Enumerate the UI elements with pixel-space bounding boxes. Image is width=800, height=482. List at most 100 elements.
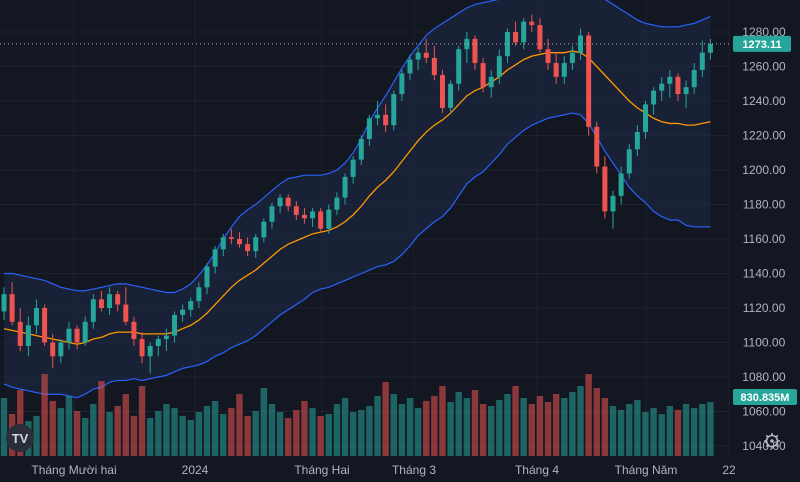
volume-bar [682, 404, 690, 456]
gear-ring [765, 434, 779, 448]
candle-body [326, 209, 332, 229]
x-tick-label: Tháng Hai [294, 463, 349, 477]
y-tick-label: 1080.00 [742, 370, 786, 384]
candle-body [618, 173, 624, 196]
volume-bar [309, 408, 316, 456]
candle-body [50, 342, 56, 357]
candle-body [626, 149, 632, 174]
candle-body [448, 83, 454, 108]
candle-body [521, 21, 527, 43]
volume-bar [138, 386, 146, 456]
gear-hub [770, 439, 774, 443]
volume-bar [366, 406, 373, 456]
volume-bar [423, 401, 430, 456]
candle-body [699, 52, 705, 70]
volume-bar [617, 410, 625, 456]
volume-bar [439, 386, 446, 456]
candle-body [610, 195, 616, 212]
candle-body [236, 239, 242, 245]
y-tick-label: 1140.00 [743, 267, 786, 281]
tradingview-logo-glyph: TV [12, 431, 29, 446]
candle-body [399, 73, 405, 95]
volume-bar [333, 404, 341, 456]
candle-body [98, 299, 104, 308]
candle-body [667, 76, 673, 84]
candle-body [439, 75, 445, 108]
settings-gear-icon[interactable] [764, 433, 780, 449]
volume-bar [544, 402, 552, 456]
y-tick-label: 1160.00 [743, 232, 786, 246]
volume-bar [98, 381, 105, 456]
volume-bar [179, 416, 186, 456]
volume-bar [398, 404, 406, 456]
volume-bar [17, 390, 24, 456]
volume-bar [0, 398, 8, 456]
volume-tag-bg [733, 389, 797, 405]
candle-body [58, 342, 64, 357]
y-axis: 1040.00 1060.00 1080.00 1100.00 1120.00 1140.… [742, 25, 786, 453]
candle-body [17, 321, 23, 346]
candle-body [253, 237, 259, 252]
volume-bar [163, 404, 170, 456]
candle-body [107, 294, 113, 308]
volume-bar [220, 414, 227, 456]
volume-bar [479, 404, 487, 456]
volume-bar [260, 388, 268, 456]
volume-bar [41, 374, 48, 456]
volume-bar [552, 394, 560, 456]
candle-body [707, 43, 713, 53]
ma-line [3, 50, 711, 345]
candle-body [642, 104, 648, 133]
candle-body [513, 32, 519, 43]
volume-bars [0, 374, 714, 456]
y-tick-label: 1280.00 [742, 25, 786, 39]
y-tick-label: 1040.00 [742, 439, 786, 453]
volume-bar [49, 401, 56, 456]
candle-body [25, 325, 31, 346]
candle-body [569, 52, 575, 64]
candle-body [228, 237, 234, 239]
volume-bar [195, 412, 203, 456]
volume-bar [699, 404, 706, 456]
candle-body [42, 308, 48, 343]
candle-body [115, 294, 121, 305]
candle-body [553, 63, 559, 77]
candle-body [285, 197, 291, 207]
volume-bar [341, 398, 349, 456]
volume-bar [228, 408, 235, 456]
candle-body [350, 159, 356, 177]
candle-body [66, 328, 72, 343]
logo-circle [6, 424, 34, 452]
candle-body [675, 76, 681, 95]
volume-bar [73, 411, 81, 456]
volume-bar [601, 398, 609, 456]
volume-bar [569, 392, 576, 456]
candle-body [480, 63, 486, 88]
candle-body [172, 314, 178, 336]
candle-body [431, 57, 437, 76]
volume-bar [382, 382, 389, 456]
candle-body [318, 211, 324, 229]
candle-body [212, 249, 218, 267]
volume-bar [626, 404, 633, 456]
volume-bar [650, 408, 657, 456]
volume-bar [512, 386, 519, 456]
tradingview-logo[interactable]: TV [6, 424, 34, 452]
volume-bar [187, 420, 194, 456]
candle-body [245, 244, 251, 252]
candle-body [407, 59, 413, 74]
y-tick-label: 1120.00 [743, 301, 786, 315]
volume-bar [325, 414, 332, 456]
x-axis: Tháng Mười hai 2024 Tháng Hai Tháng 3 Tháng … [31, 463, 736, 477]
volume-tag-text: 830.835M [741, 392, 790, 404]
candle-body [74, 328, 80, 343]
volume-bar [431, 396, 438, 456]
candle-body [131, 321, 137, 340]
gear-teeth [764, 433, 780, 449]
volume-bar [463, 398, 471, 456]
candle-body [651, 90, 657, 105]
volume-bar [471, 390, 479, 456]
volume-bar [236, 394, 243, 456]
